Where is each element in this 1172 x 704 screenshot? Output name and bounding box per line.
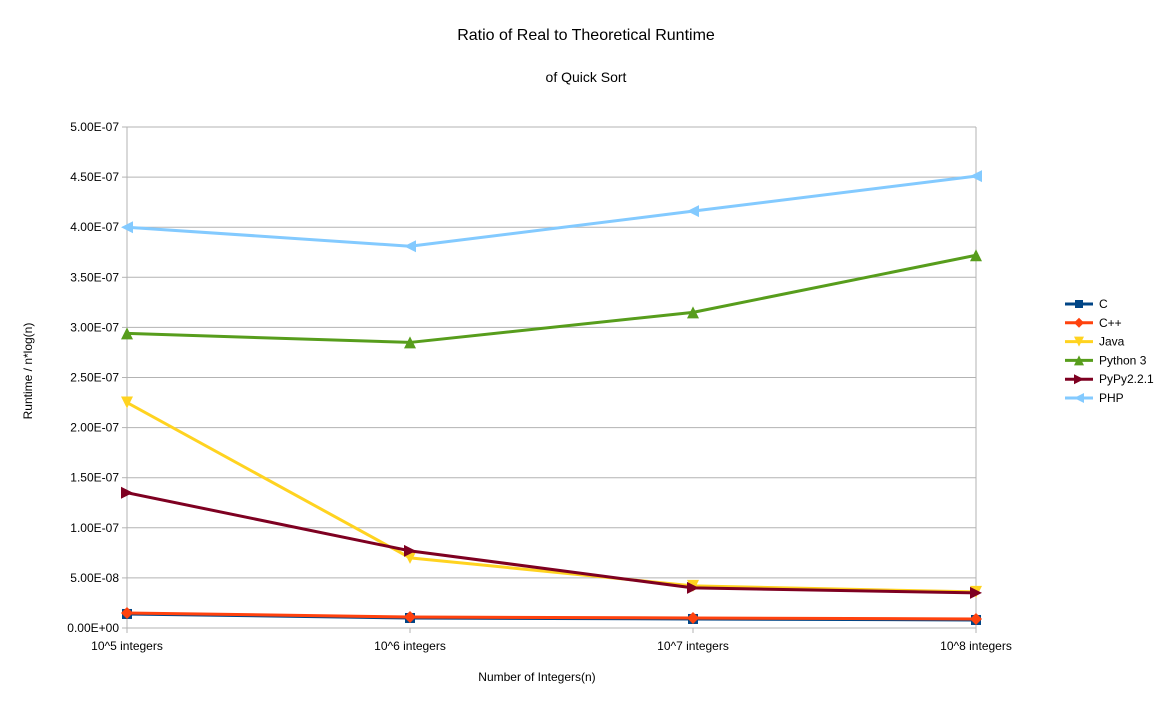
legend-label: C [1099, 297, 1108, 311]
legend-swatch-marker [1074, 317, 1084, 328]
chart-title: Ratio of Real to Theoretical Runtime [457, 27, 715, 44]
data-point [687, 581, 699, 594]
data-point [121, 327, 133, 340]
data-point [970, 586, 982, 599]
y-tick-label: 3.00E-07 [70, 320, 119, 334]
legend-item-c: C [1065, 297, 1108, 311]
legend-item-php: PHP [1065, 391, 1124, 405]
data-point [404, 240, 416, 253]
legend-swatch-marker [1074, 355, 1084, 366]
legend-item-python-3: Python 3 [1065, 353, 1147, 367]
legend: C C++ Java Python 3 PyPy2.2.1 PHP [1065, 297, 1154, 405]
y-tick-label: 3.50E-07 [70, 270, 119, 284]
x-tick-label: 10^8 integers [940, 639, 1012, 653]
data-point [687, 306, 699, 319]
legend-label: PyPy2.2.1 [1099, 372, 1154, 386]
data-point [121, 396, 133, 409]
data-point [121, 606, 133, 619]
data-point [970, 170, 982, 183]
series-java [121, 396, 982, 598]
data-point [970, 249, 982, 262]
y-axis-label: Runtime / n*log(n) [21, 323, 35, 420]
data-point [121, 221, 133, 234]
chart-subtitle: of Quick Sort [546, 69, 627, 85]
legend-label: Python 3 [1099, 353, 1147, 367]
series-php [121, 170, 982, 253]
legend-label: PHP [1099, 391, 1124, 405]
y-tick-label: 2.50E-07 [70, 371, 119, 385]
x-tick-label: 10^7 integers [657, 639, 729, 653]
series-line [126, 491, 977, 595]
y-axis-ticks: 0.00E+00 5.00E-08 1.00E-07 1.50E-07 2.00E-07… [67, 120, 119, 635]
data-point [687, 611, 699, 624]
legend-label: Java [1099, 335, 1125, 349]
series-line [126, 611, 977, 621]
series-pypy2-2-1 [121, 486, 982, 599]
y-tick-label: 4.00E-07 [70, 220, 119, 234]
y-tick-label: 2.00E-07 [70, 421, 119, 435]
data-point [404, 336, 416, 349]
x-axis-label: Number of Integers(n) [478, 670, 595, 684]
y-tick-label: 4.50E-07 [70, 170, 119, 184]
y-tick-label: 5.00E-08 [70, 571, 119, 585]
legend-item-pypy2-2-1: PyPy2.2.1 [1065, 372, 1154, 386]
legend-swatch-marker [1075, 300, 1083, 308]
series-line [126, 174, 977, 248]
legend-item-c: C++ [1065, 316, 1122, 330]
data-point [970, 612, 982, 625]
series-line [126, 401, 977, 594]
legend-item-java: Java [1065, 335, 1125, 349]
x-tick-label: 10^5 integers [91, 639, 163, 653]
series-line [126, 253, 977, 344]
legend-swatch-marker [1074, 374, 1084, 385]
y-tick-label: 0.00E+00 [67, 621, 119, 635]
x-axis-ticks: 10^5 integers 10^6 integers 10^7 integers 1… [91, 628, 1012, 653]
series-lines [121, 170, 982, 625]
legend-swatch-marker [1074, 393, 1084, 403]
gridlines [122, 126, 977, 629]
y-tick-label: 5.00E-07 [70, 120, 119, 134]
x-tick-label: 10^6 integers [374, 639, 446, 653]
series-python-3 [121, 249, 982, 349]
data-point [687, 205, 699, 218]
data-point [404, 544, 416, 557]
series-c [121, 606, 982, 625]
y-tick-label: 1.50E-07 [70, 471, 119, 485]
legend-swatch-marker [1074, 336, 1084, 347]
y-tick-label: 1.00E-07 [70, 521, 119, 535]
legend-label: C++ [1099, 316, 1122, 330]
data-point [121, 486, 133, 499]
data-point [404, 610, 416, 623]
